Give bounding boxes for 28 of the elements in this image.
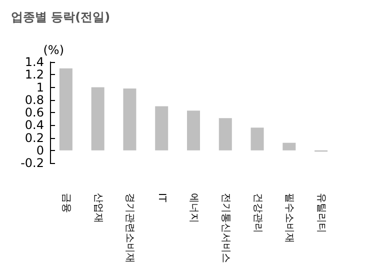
y-tick-label: 0.6 <box>24 106 44 120</box>
bar <box>91 87 104 150</box>
x-tick-label: 경기관련소비재 <box>124 193 136 263</box>
y-tick-label: 1.2 <box>24 68 44 82</box>
chart-title: 업종별 등락(전일) <box>11 10 110 24</box>
x-tick-label: 금융 <box>60 193 72 213</box>
bar <box>218 118 232 150</box>
x-tick-label: 필수소비재 <box>284 193 295 243</box>
y-tick-label: 0.4 <box>24 118 44 132</box>
x-tick-label: 산업재 <box>92 193 104 223</box>
y-tick-label: -0.2 <box>20 156 44 170</box>
y-tick-label: 1 <box>36 80 44 94</box>
bar <box>250 128 264 150</box>
x-tick-label: 에너지 <box>188 193 199 223</box>
bar <box>59 68 72 150</box>
bar <box>282 142 296 150</box>
bar <box>187 110 200 150</box>
x-tick-label: 건강관리 <box>252 193 263 233</box>
bar <box>155 106 168 150</box>
x-tick-label: 전기통신서비스 <box>220 193 231 263</box>
y-axis-title: (%) <box>43 43 64 57</box>
x-tick-label: 유틸리티 <box>316 193 327 233</box>
y-tick-label: 0.8 <box>24 92 44 107</box>
bar <box>123 88 136 150</box>
y-tick-label: 0.2 <box>24 130 44 145</box>
y-tick-label: 0 <box>36 143 44 158</box>
y-tick-label: 1.4 <box>24 55 44 69</box>
x-tick-label: IT <box>156 193 168 203</box>
